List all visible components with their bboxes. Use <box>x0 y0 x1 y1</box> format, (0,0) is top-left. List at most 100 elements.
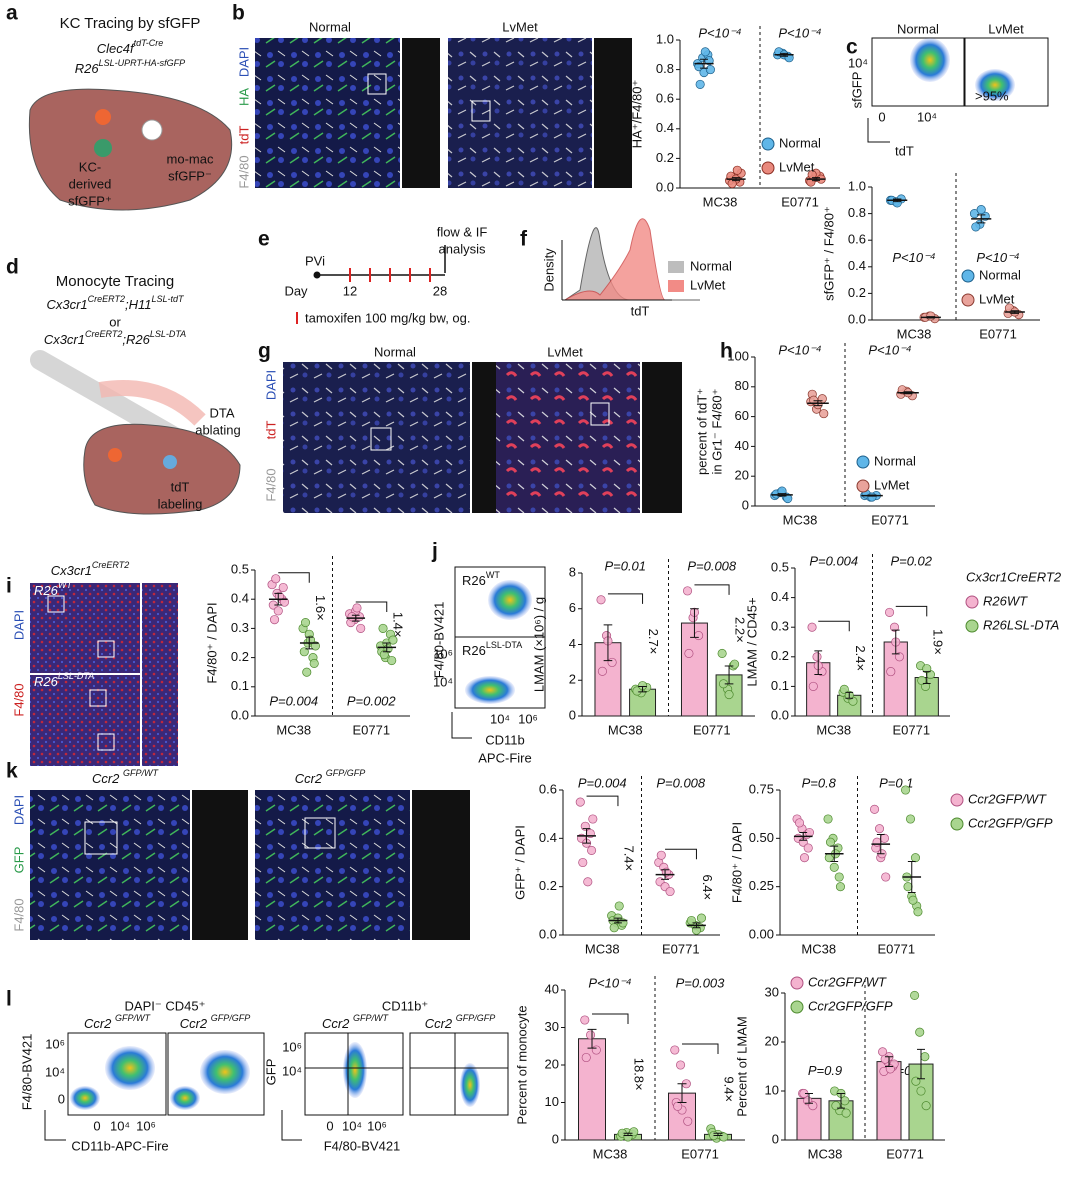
genotype: Cx3cr1CreERT2;R26LSL-DTA <box>44 329 186 347</box>
error-bar <box>812 177 820 182</box>
text-piece: Ccr2 <box>295 771 326 786</box>
flow-plots <box>44 37 1049 1141</box>
label: 28 <box>433 283 447 298</box>
y-tick-label: 0.6 <box>848 232 866 247</box>
data-point <box>921 1101 931 1111</box>
text-piece: Ccr2 <box>92 771 123 786</box>
fold-change: 6.4× <box>700 874 715 900</box>
y-tick-label: 0.5 <box>771 559 789 574</box>
y-tick-label: 10 <box>545 1094 559 1109</box>
legend-marker <box>961 293 975 307</box>
channel: GFP <box>11 847 26 874</box>
panel-letter: d <box>6 256 19 279</box>
genotype: R26WT <box>462 570 500 588</box>
error-bar <box>690 608 699 638</box>
data-point <box>700 47 710 57</box>
data-point <box>732 165 742 175</box>
micrograph <box>255 790 410 940</box>
data-point <box>976 205 986 215</box>
y-tick-label: 0.8 <box>656 61 674 76</box>
data-point <box>682 586 693 596</box>
tick-label: 10⁴ <box>45 1064 65 1079</box>
y-tick-label: 8 <box>569 564 576 579</box>
text-piece: Cx3cr1 <box>46 297 87 312</box>
error-bar <box>805 1092 813 1104</box>
labels: a b c d e f g h i j k l KC Tracing by sf… <box>6 2 1024 1154</box>
text-piece: LSL-DTA <box>150 329 186 339</box>
bracket <box>818 620 850 632</box>
p-value: P<10⁻⁴ <box>868 342 911 357</box>
data-point <box>913 907 923 917</box>
data-point <box>578 857 588 868</box>
channel: F4/80 <box>236 155 251 188</box>
y-axis-label: F4/80⁺ / DAPI <box>204 602 219 683</box>
x-tick-label: MC38 <box>816 722 851 737</box>
data-point <box>683 1116 693 1126</box>
data-point <box>696 913 707 923</box>
axis-label: F4/80-BV421 <box>431 602 446 679</box>
x-tick-label: E0771 <box>979 326 1017 341</box>
axis-label: tdT <box>631 303 650 318</box>
p-value: P<10⁻⁴ <box>778 342 821 357</box>
data-point <box>299 647 309 657</box>
timeline-start <box>313 271 321 279</box>
data-point <box>614 901 624 911</box>
p-value: P<10⁻⁴ <box>892 250 935 265</box>
p-value: P=0.01 <box>604 558 646 573</box>
data-point <box>803 843 813 853</box>
legend-label: Normal <box>779 135 821 150</box>
data-point <box>269 615 280 625</box>
channel: tdT <box>236 126 251 145</box>
data-point <box>379 650 389 660</box>
text-piece: ;H11 <box>125 297 152 312</box>
kc-cell <box>94 139 112 157</box>
data-point <box>274 591 285 601</box>
data-point <box>874 824 885 834</box>
error-bar <box>830 845 839 863</box>
text-piece: CreERT2 <box>88 294 125 304</box>
data-point <box>629 1127 639 1137</box>
y-tick-label: 40 <box>735 438 749 453</box>
legend-label: LvMet <box>874 477 910 492</box>
data-point <box>273 606 283 616</box>
tick-label: 10⁶ <box>136 1118 156 1133</box>
fold-change: 1.6× <box>313 595 328 621</box>
error-bar <box>814 650 823 676</box>
y-tick-label: 1.0 <box>848 178 866 193</box>
error-bar <box>661 869 669 880</box>
data-point <box>823 814 833 824</box>
legend-marker <box>856 455 870 469</box>
legend-marker <box>950 817 964 831</box>
x-tick-label: MC38 <box>703 194 738 209</box>
legend-swatch <box>668 261 684 273</box>
p-value: P<10⁻⁴ <box>588 975 631 990</box>
y-tick-label: 0.25 <box>749 878 774 893</box>
data-point <box>889 622 900 632</box>
axis-label: sfGFP <box>849 72 864 109</box>
tick-label: 10⁴ <box>282 1063 302 1078</box>
micrograph <box>255 38 400 188</box>
micrograph <box>496 362 640 513</box>
data-point <box>583 877 593 887</box>
data-point <box>580 1015 590 1025</box>
y-tick-label: 100 <box>727 348 749 363</box>
layout <box>28 37 1049 1141</box>
density-lvmet <box>563 218 666 301</box>
y-tick-label: 10 <box>765 1082 779 1097</box>
bracket <box>355 601 388 612</box>
data-point <box>596 595 606 605</box>
genotype: Ccr2 GFP/GFP <box>295 768 366 786</box>
axis-label: CD11b-APC-Fire <box>71 1138 168 1153</box>
data-point <box>347 612 357 622</box>
data-point <box>695 79 705 89</box>
mono-cell <box>163 455 177 469</box>
tick-label: 10⁴ <box>433 674 453 689</box>
y-tick-label: 0.00 <box>749 926 774 941</box>
y-tick-label: 30 <box>765 984 779 999</box>
y-axis-label: sfGFP⁺ / F4/80⁺ <box>821 206 836 301</box>
data-point <box>839 684 849 694</box>
y-tick-label: 0.5 <box>231 561 249 576</box>
x-tick-label: MC38 <box>801 941 836 956</box>
x-tick-label: E0771 <box>352 722 390 737</box>
